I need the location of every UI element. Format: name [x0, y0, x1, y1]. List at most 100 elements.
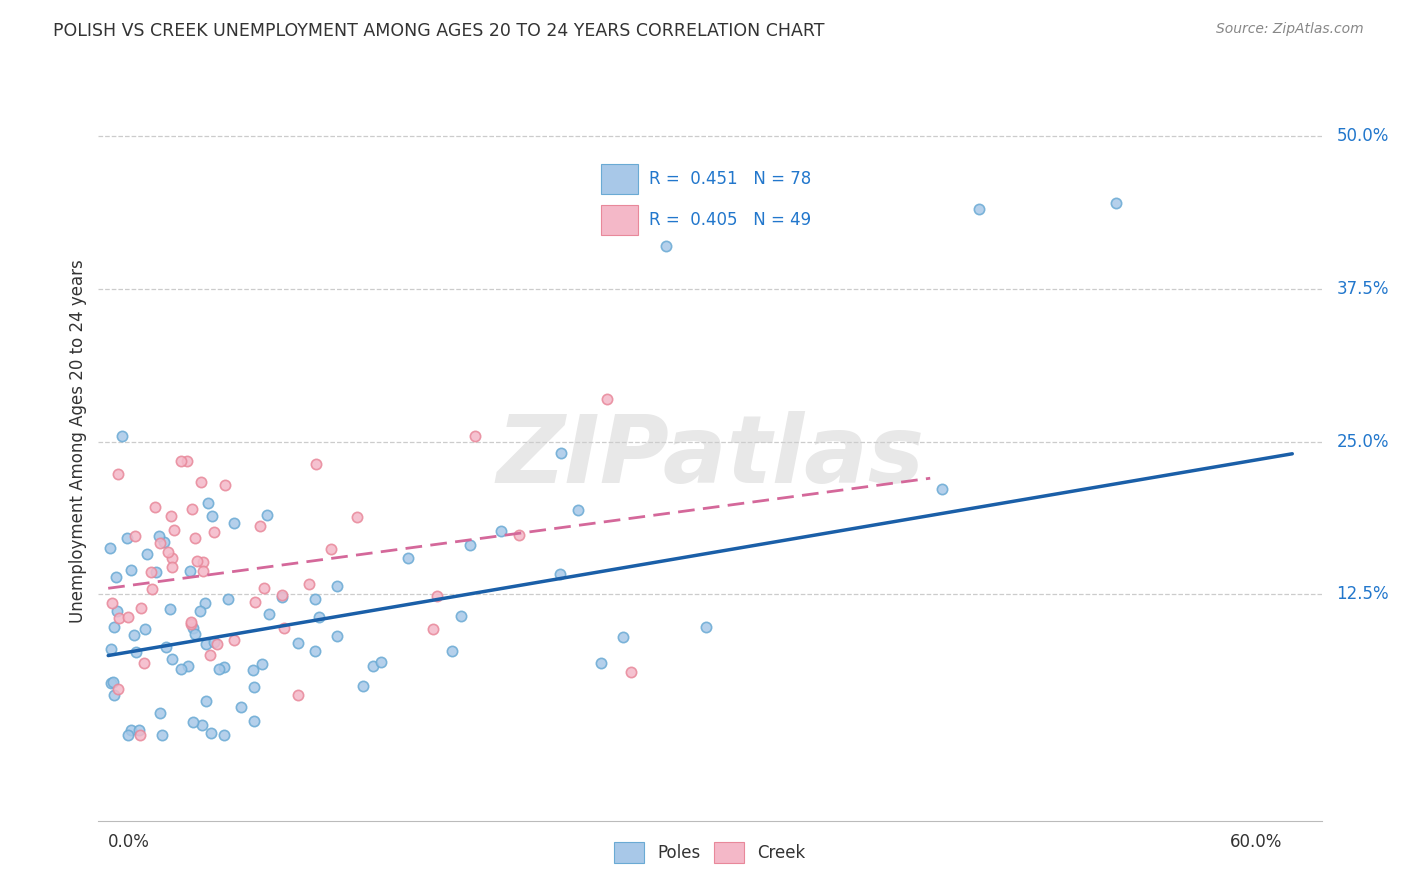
Point [183, 531, 205, 545]
Point [111, 429, 134, 443]
Point [100, 597, 122, 611]
Legend: Poles, Creek: Poles, Creek [607, 836, 813, 869]
Point [243, 594, 266, 608]
Point [596, 392, 619, 406]
Point [200, 726, 222, 740]
Point [321, 541, 343, 556]
Point [159, 508, 181, 523]
Point [458, 538, 481, 552]
Point [214, 477, 236, 491]
Point [222, 633, 245, 648]
Point [204, 635, 226, 649]
Point [103, 688, 125, 702]
Point [242, 663, 264, 677]
Point [160, 560, 183, 574]
Text: 0.0%: 0.0% [108, 833, 150, 851]
Point [170, 454, 193, 468]
Point [550, 446, 572, 460]
Point [103, 620, 125, 634]
Point [170, 662, 193, 676]
Point [440, 644, 463, 658]
Point [134, 622, 156, 636]
Point [150, 728, 173, 742]
Point [191, 717, 214, 731]
Point [612, 630, 634, 644]
Point [304, 591, 326, 606]
Point [107, 681, 129, 696]
Point [153, 535, 176, 549]
Point [186, 553, 208, 567]
Point [180, 615, 202, 629]
Point [346, 510, 368, 524]
Point [143, 500, 166, 514]
Point [115, 531, 138, 545]
Point [136, 547, 159, 561]
Point [120, 563, 142, 577]
Point [190, 475, 212, 489]
Point [132, 656, 155, 670]
Point [181, 501, 204, 516]
Point [98, 541, 121, 556]
Point [198, 648, 221, 662]
Point [243, 714, 266, 728]
Point [931, 483, 953, 497]
Point [217, 592, 239, 607]
Point [287, 635, 309, 649]
Point [120, 723, 142, 737]
Point [128, 723, 150, 737]
Point [620, 665, 643, 679]
Point [695, 620, 717, 634]
Point [370, 656, 392, 670]
Point [287, 688, 309, 702]
Point [176, 454, 198, 468]
Point [567, 503, 589, 517]
Point [159, 602, 181, 616]
Text: POLISH VS CREEK UNEMPLOYMENT AMONG AGES 20 TO 24 YEARS CORRELATION CHART: POLISH VS CREEK UNEMPLOYMENT AMONG AGES … [53, 22, 825, 40]
Text: 12.5%: 12.5% [1336, 585, 1389, 603]
Point [422, 622, 444, 636]
Point [273, 621, 295, 635]
Point [231, 700, 253, 714]
Point [197, 496, 219, 510]
Point [160, 550, 183, 565]
Point [304, 457, 326, 471]
Point [396, 551, 419, 566]
Text: 37.5%: 37.5% [1336, 280, 1389, 298]
Point [548, 567, 571, 582]
Point [208, 662, 231, 676]
Point [325, 579, 347, 593]
Bar [602, 164, 638, 194]
Point [100, 676, 122, 690]
Point [271, 590, 294, 604]
Point [105, 605, 128, 619]
Point [298, 576, 321, 591]
Point [426, 589, 449, 603]
Point [655, 239, 678, 253]
Point [271, 589, 294, 603]
Point [256, 508, 278, 523]
Point [124, 645, 146, 659]
Point [363, 659, 385, 673]
Point [149, 706, 172, 720]
Point [304, 643, 326, 657]
Text: 25.0%: 25.0% [1336, 433, 1389, 450]
Text: Source: ZipAtlas.com: Source: ZipAtlas.com [1216, 22, 1364, 37]
Point [205, 637, 228, 651]
Point [117, 610, 139, 624]
Point [141, 582, 163, 597]
Point [212, 728, 235, 742]
Point [180, 616, 202, 631]
Point [967, 202, 990, 217]
Point [124, 529, 146, 543]
Point [107, 467, 129, 481]
Point [450, 609, 472, 624]
Point [194, 596, 217, 610]
Point [101, 675, 124, 690]
Point [145, 565, 167, 579]
Point [128, 728, 150, 742]
Text: R =  0.405   N = 49: R = 0.405 N = 49 [650, 211, 811, 229]
Point [191, 564, 214, 578]
Point [193, 555, 215, 569]
Point [117, 728, 139, 742]
Point [249, 519, 271, 533]
